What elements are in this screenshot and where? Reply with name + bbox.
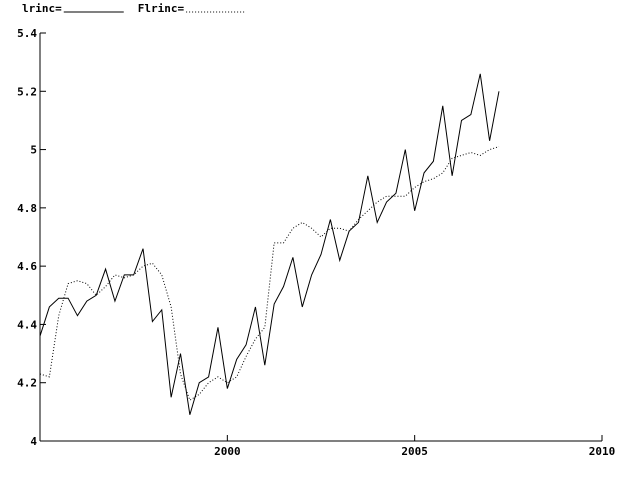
legend-label: lrinc= xyxy=(22,2,62,15)
y-tick-label: 4.4 xyxy=(17,318,37,331)
y-tick-label: 4 xyxy=(30,435,37,448)
y-tick-label: 5 xyxy=(30,144,37,157)
legend-label: Flrinc= xyxy=(138,2,185,15)
y-tick-label: 5.2 xyxy=(17,85,37,98)
x-tick-label: 2010 xyxy=(589,445,616,458)
y-tick-label: 4.6 xyxy=(17,260,37,273)
series-line xyxy=(39,73,500,415)
y-tick-label: 4.8 xyxy=(17,202,37,215)
y-tick-label: 5.4 xyxy=(17,27,37,40)
x-tick-label: 2005 xyxy=(401,445,428,458)
x-tick-label: 2000 xyxy=(214,445,241,458)
series-line xyxy=(39,146,500,401)
y-tick-label: 4.2 xyxy=(17,377,37,390)
